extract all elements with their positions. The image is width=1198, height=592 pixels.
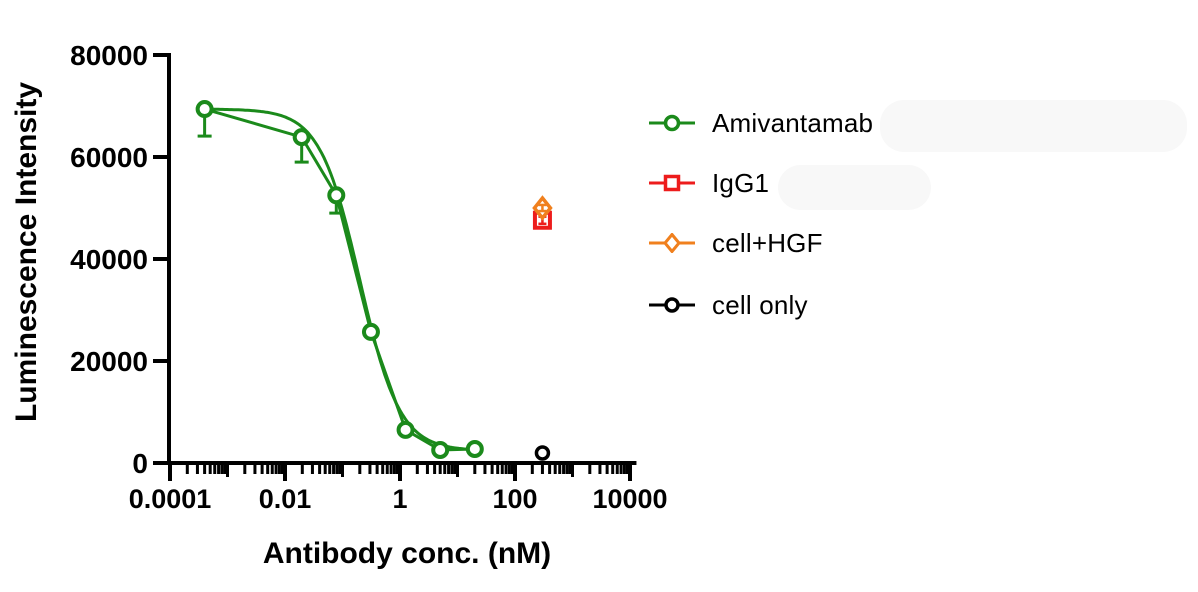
legend-label: cell+HGF [712,227,823,258]
y-axis-title: Luminescence Intensity [10,82,43,422]
legend-label: cell only [712,289,808,320]
data-point-circle [361,322,380,341]
y-tick-label: 60000 [70,142,148,173]
whiteout-patch-2 [778,165,931,210]
fit-curve [204,107,475,452]
x-tick-label: 1 [392,484,407,514]
x-tick-label: 0.0001 [129,484,212,514]
legend-marker [663,233,681,253]
x-axis-title: Antibody conc. (nM) [263,537,551,570]
y-tick-label: 0 [132,448,148,479]
data-point-circle [292,128,311,147]
data-point-circle [534,445,551,461]
legend-marker [663,114,681,132]
igg1-line-square-marker-icon [649,174,695,192]
legend-label: IgG1 [712,167,770,198]
data-point-circle [195,100,214,119]
legend-item-amivantamab: Amivantamab [648,107,873,139]
x-tick-label: 100 [492,484,537,514]
legend-marker [664,297,680,313]
cell-hgf-line-diamond-marker-icon [649,233,695,253]
y-tick-label: 20000 [70,346,148,377]
data-point-circle [396,420,415,439]
x-tick-label: 0.01 [259,484,312,514]
legend-item-cell-only: cell only [648,289,808,321]
series-line [204,107,475,452]
cell-only-line-circle-marker-icon [649,297,695,313]
amivantamab-line-circle-marker-icon [649,114,695,132]
data-point-circle [431,440,450,459]
legend-item-igg1: IgG1 [648,167,769,199]
whiteout-patch-1 [880,100,1187,152]
y-tick-label: 80000 [70,40,148,71]
x-tick-label: 10000 [592,484,667,514]
data-point-circle [465,439,484,458]
legend-marker [663,174,681,192]
legend-label: Amivantamab [712,107,874,138]
data-point-circle [327,186,346,205]
y-tick-label: 40000 [70,244,148,275]
legend-item-cell-hgf: cell+HGF [648,227,823,259]
